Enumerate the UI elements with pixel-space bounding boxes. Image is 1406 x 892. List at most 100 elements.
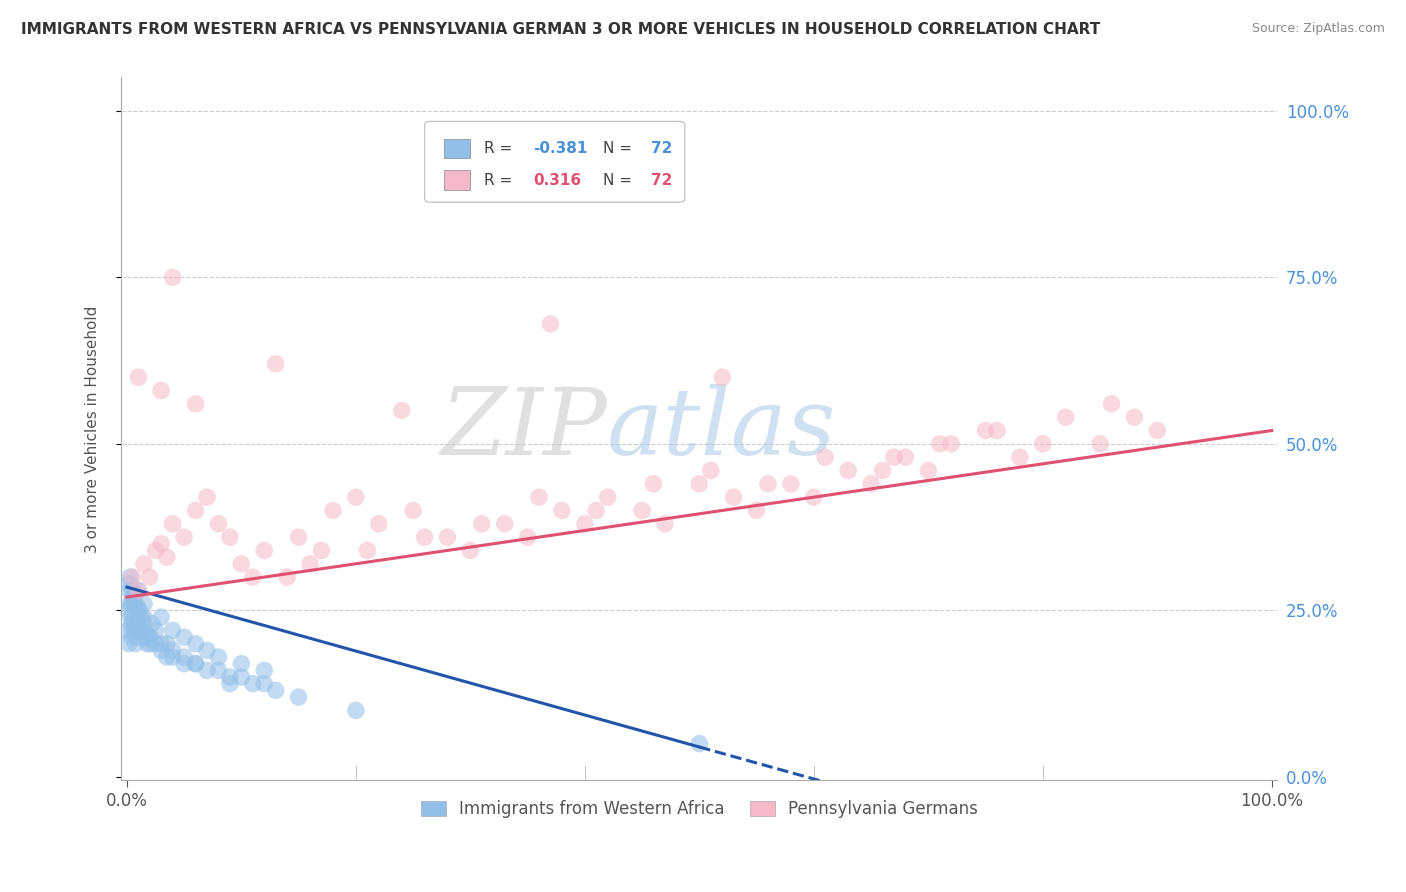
Point (117, 637, 139, 651)
Point (150, 384, 173, 398)
Point (527, 490, 550, 504)
Point (122, 624, 145, 638)
Point (540, 317, 562, 331)
Point (883, 450, 905, 465)
Point (631, 503, 654, 517)
Point (184, 397, 207, 411)
Point (700, 463, 723, 477)
Point (127, 583, 149, 598)
Point (596, 490, 619, 504)
Point (121, 570, 143, 584)
Point (162, 516, 184, 531)
Text: -0.381: -0.381 (533, 141, 588, 156)
Point (132, 597, 155, 611)
Point (125, 624, 148, 638)
Text: atlas: atlas (607, 384, 837, 474)
Point (941, 437, 963, 451)
Point (413, 530, 436, 544)
Legend: Immigrants from Western Africa, Pennsylvania Germans: Immigrants from Western Africa, Pennsylv… (415, 793, 984, 825)
Text: 72: 72 (651, 173, 672, 187)
Point (118, 583, 141, 598)
Point (928, 437, 950, 451)
Point (494, 516, 516, 531)
Point (121, 583, 143, 598)
Point (145, 637, 167, 651)
Point (1123, 410, 1146, 425)
Point (127, 624, 149, 638)
Point (131, 610, 153, 624)
Point (184, 503, 207, 517)
Point (162, 650, 184, 665)
Point (219, 670, 242, 684)
Point (1032, 437, 1054, 451)
Point (118, 576, 141, 591)
Point (173, 530, 195, 544)
Point (150, 610, 173, 624)
Point (242, 570, 264, 584)
Point (122, 590, 145, 604)
Point (299, 557, 322, 571)
Point (136, 637, 159, 651)
Point (139, 637, 162, 651)
Point (356, 543, 378, 558)
Point (150, 643, 173, 657)
Point (253, 676, 276, 690)
Point (643, 476, 665, 491)
Text: R =: R = (484, 141, 517, 156)
Point (122, 610, 145, 624)
Point (264, 357, 287, 371)
Point (460, 543, 482, 558)
Point (287, 530, 309, 544)
Point (311, 543, 333, 558)
Point (125, 597, 148, 611)
Point (471, 516, 494, 531)
Point (837, 463, 859, 477)
Point (135, 630, 157, 644)
Point (156, 650, 179, 665)
Point (195, 643, 218, 657)
Point (219, 676, 242, 690)
Point (1088, 437, 1111, 451)
Point (127, 370, 149, 384)
Point (195, 490, 218, 504)
Point (688, 476, 710, 491)
Point (132, 557, 155, 571)
Point (367, 516, 389, 531)
Point (162, 643, 184, 657)
Point (145, 624, 167, 638)
Point (156, 550, 179, 565)
Point (688, 737, 710, 751)
Point (120, 570, 142, 584)
Point (287, 690, 309, 704)
Text: 72: 72 (651, 141, 672, 156)
Point (1008, 450, 1031, 465)
Text: ZIP: ZIP (440, 384, 607, 474)
Point (150, 637, 173, 651)
Point (124, 637, 146, 651)
Point (344, 703, 367, 717)
Point (872, 463, 894, 477)
Point (173, 630, 195, 644)
Point (156, 637, 179, 651)
Point (756, 476, 779, 491)
Point (723, 490, 745, 504)
Point (1054, 410, 1077, 425)
Point (150, 537, 173, 551)
Point (127, 603, 149, 617)
Text: 0.316: 0.316 (533, 173, 582, 187)
Point (125, 603, 148, 617)
Point (654, 516, 676, 531)
Bar (444, 138, 470, 159)
Point (141, 616, 163, 631)
Point (124, 616, 146, 631)
Point (118, 603, 141, 617)
Point (184, 637, 207, 651)
FancyBboxPatch shape (425, 121, 685, 202)
Point (814, 450, 837, 465)
Point (231, 557, 253, 571)
Point (917, 463, 939, 477)
Point (139, 630, 162, 644)
Point (195, 664, 218, 678)
Point (162, 624, 184, 638)
Point (344, 490, 367, 504)
